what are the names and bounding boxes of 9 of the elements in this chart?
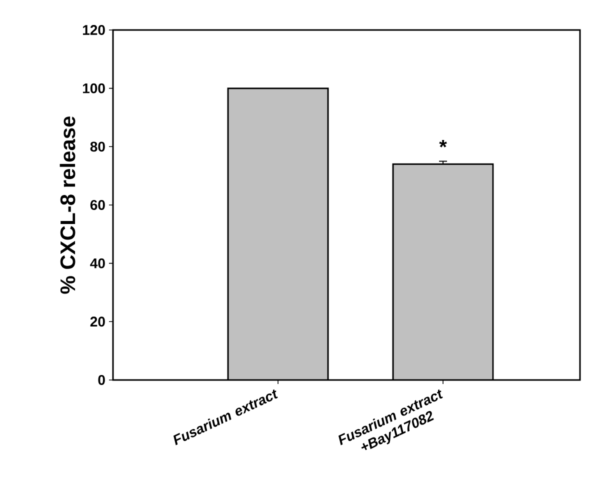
y-tick-label: 80 <box>90 142 105 152</box>
y-axis-title: % CXCL-8 release <box>60 116 76 294</box>
y-tick-label: 120 <box>82 25 105 35</box>
y-tick-label: 60 <box>90 200 105 210</box>
y-tick-label: 100 <box>82 83 105 94</box>
y-tick-label: 40 <box>90 258 105 268</box>
y-tick-label: 20 <box>90 316 105 327</box>
annotation: * <box>439 140 447 148</box>
y-tick-label: 0 <box>98 375 105 385</box>
